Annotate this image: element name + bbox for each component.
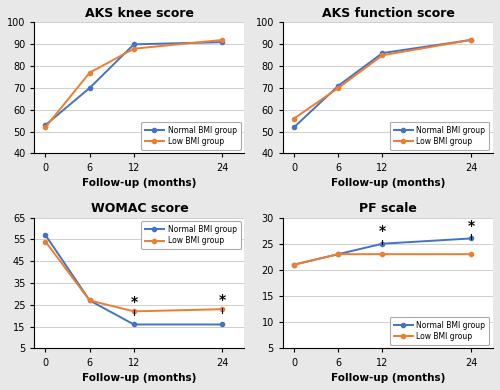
Low BMI group bbox=[335, 252, 341, 257]
Normal BMI group bbox=[335, 83, 341, 88]
Line: Low BMI group: Low BMI group bbox=[292, 252, 473, 267]
Normal BMI group bbox=[291, 262, 297, 267]
Normal BMI group bbox=[380, 51, 386, 55]
Legend: Normal BMI group, Low BMI group: Normal BMI group, Low BMI group bbox=[141, 221, 240, 249]
Low BMI group bbox=[291, 262, 297, 267]
Legend: Normal BMI group, Low BMI group: Normal BMI group, Low BMI group bbox=[390, 317, 489, 345]
Normal BMI group bbox=[291, 125, 297, 129]
Low BMI group bbox=[42, 239, 48, 244]
Low BMI group bbox=[131, 46, 137, 51]
Normal BMI group bbox=[86, 86, 92, 90]
Text: *: * bbox=[130, 295, 138, 309]
Title: AKS knee score: AKS knee score bbox=[85, 7, 194, 20]
Legend: Normal BMI group, Low BMI group: Normal BMI group, Low BMI group bbox=[141, 122, 240, 150]
Title: PF scale: PF scale bbox=[359, 202, 417, 215]
Normal BMI group bbox=[86, 298, 92, 303]
Normal BMI group bbox=[335, 252, 341, 257]
Low BMI group bbox=[42, 125, 48, 129]
Normal BMI group bbox=[380, 241, 386, 246]
X-axis label: Follow-up (months): Follow-up (months) bbox=[82, 373, 196, 383]
Normal BMI group bbox=[220, 322, 226, 327]
Normal BMI group bbox=[220, 40, 226, 44]
Text: *: * bbox=[219, 293, 226, 307]
X-axis label: Follow-up (months): Follow-up (months) bbox=[331, 178, 445, 188]
Low BMI group bbox=[291, 116, 297, 121]
Low BMI group bbox=[468, 37, 474, 42]
Low BMI group bbox=[468, 252, 474, 257]
Low BMI group bbox=[380, 252, 386, 257]
Low BMI group bbox=[86, 70, 92, 75]
Legend: Normal BMI group, Low BMI group: Normal BMI group, Low BMI group bbox=[390, 122, 489, 150]
Low BMI group bbox=[335, 86, 341, 90]
Normal BMI group bbox=[468, 37, 474, 42]
Low BMI group bbox=[380, 53, 386, 58]
Line: Normal BMI group: Normal BMI group bbox=[292, 236, 473, 267]
Title: AKS function score: AKS function score bbox=[322, 7, 454, 20]
Line: Low BMI group: Low BMI group bbox=[44, 38, 224, 129]
Line: Normal BMI group: Normal BMI group bbox=[292, 38, 473, 129]
Title: WOMAC score: WOMAC score bbox=[90, 202, 188, 215]
Normal BMI group bbox=[131, 322, 137, 327]
Line: Normal BMI group: Normal BMI group bbox=[44, 40, 224, 127]
Low BMI group bbox=[220, 37, 226, 42]
Line: Low BMI group: Low BMI group bbox=[44, 239, 224, 314]
Low BMI group bbox=[131, 309, 137, 314]
Normal BMI group bbox=[42, 232, 48, 237]
Low BMI group bbox=[220, 307, 226, 312]
Text: *: * bbox=[379, 225, 386, 238]
Line: Low BMI group: Low BMI group bbox=[292, 38, 473, 121]
Line: Normal BMI group: Normal BMI group bbox=[44, 233, 224, 326]
X-axis label: Follow-up (months): Follow-up (months) bbox=[331, 373, 445, 383]
Low BMI group bbox=[86, 298, 92, 303]
Normal BMI group bbox=[42, 123, 48, 128]
X-axis label: Follow-up (months): Follow-up (months) bbox=[82, 178, 196, 188]
Normal BMI group bbox=[468, 236, 474, 241]
Text: *: * bbox=[468, 219, 474, 233]
Normal BMI group bbox=[131, 42, 137, 47]
